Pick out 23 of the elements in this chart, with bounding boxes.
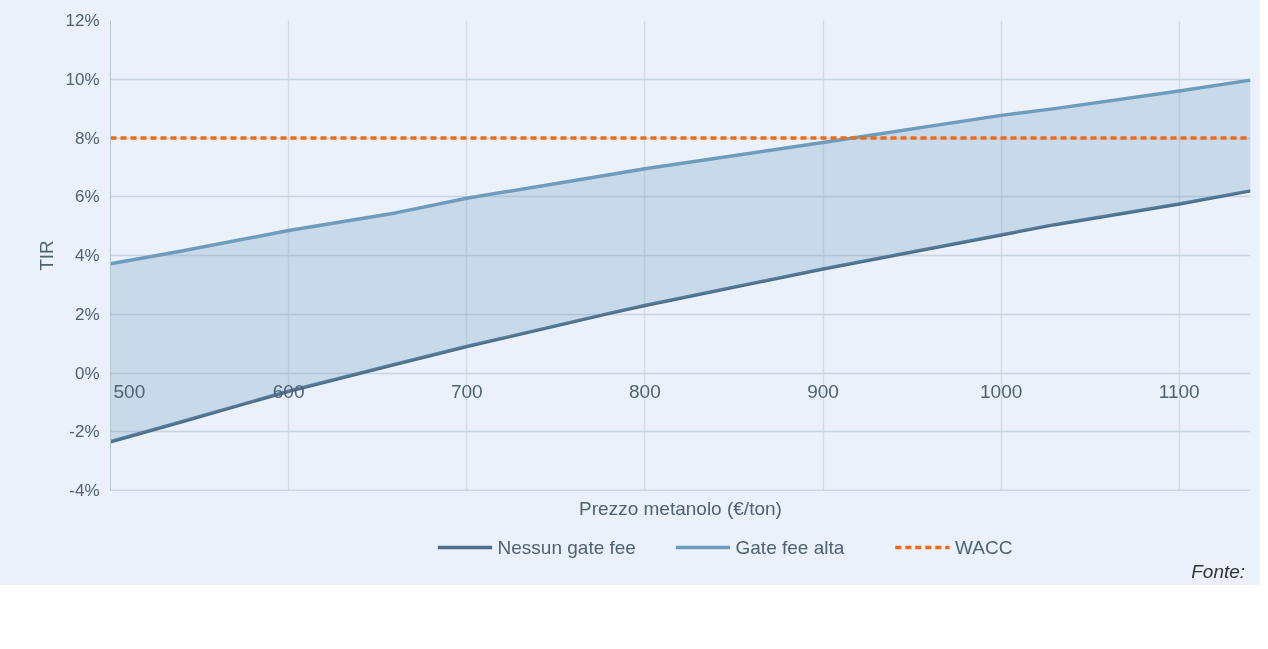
source-note: Fonte: xyxy=(1191,560,1246,582)
y-tick-label: 12% xyxy=(65,11,100,30)
x-tick-label: 700 xyxy=(450,381,483,402)
x-tick-label: 500 xyxy=(113,381,146,402)
y-tick-label: 6% xyxy=(74,187,100,207)
y-tick-label: 4% xyxy=(74,246,100,265)
y-tick-label: 10% xyxy=(65,69,100,89)
x-tick-label: 1100 xyxy=(1158,381,1200,402)
y-tick-label: 8% xyxy=(74,128,100,148)
y-tick-label: 2% xyxy=(74,304,100,324)
legend-label: WACC xyxy=(955,537,1013,558)
y-tick-label: 0% xyxy=(74,363,100,383)
y-tick-label: -4% xyxy=(69,481,100,500)
x-axis-title: Prezzo metanolo (€/ton) xyxy=(579,497,782,519)
y-tick-label: -2% xyxy=(69,422,100,442)
legend-label: Gate fee alta xyxy=(735,537,845,558)
line-series xyxy=(110,189,1251,444)
line-series xyxy=(110,78,1251,266)
x-tick-label: 900 xyxy=(807,381,839,402)
x-tick-label: 1000 xyxy=(979,381,1023,402)
y-axis-title: TIR xyxy=(36,240,58,271)
x-tick-label: 800 xyxy=(629,381,661,402)
legend-label: Nessun gate fee xyxy=(497,537,636,558)
